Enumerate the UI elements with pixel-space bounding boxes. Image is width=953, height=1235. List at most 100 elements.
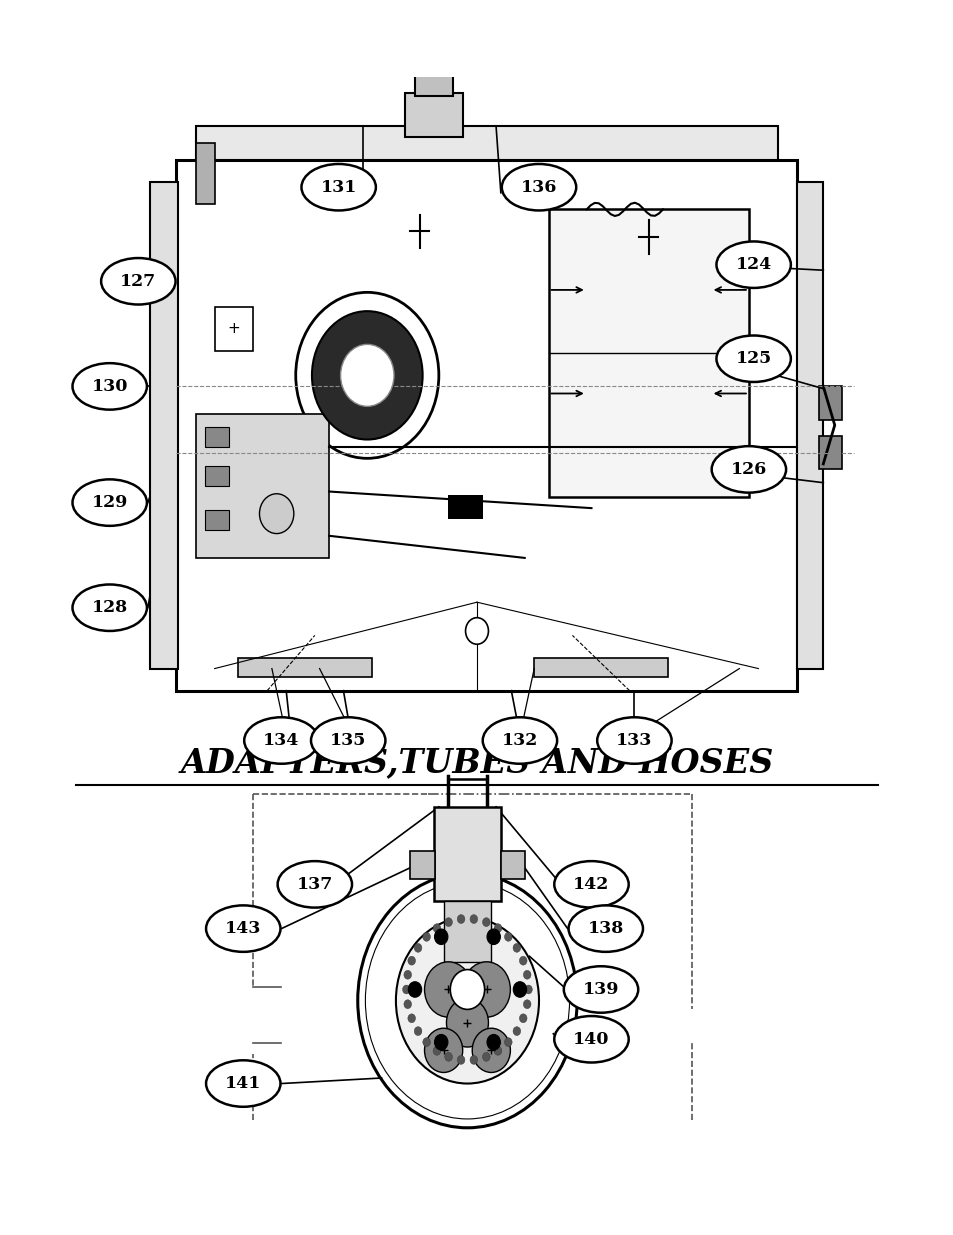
Circle shape	[365, 882, 569, 1119]
Text: 134: 134	[263, 732, 299, 748]
FancyBboxPatch shape	[238, 657, 372, 678]
Circle shape	[523, 1000, 531, 1009]
Circle shape	[408, 982, 421, 997]
Circle shape	[462, 962, 510, 1018]
Circle shape	[403, 1000, 411, 1009]
FancyBboxPatch shape	[214, 306, 253, 351]
Ellipse shape	[206, 1061, 280, 1107]
Circle shape	[482, 1052, 490, 1061]
Ellipse shape	[244, 718, 318, 763]
Circle shape	[424, 1029, 462, 1072]
Circle shape	[408, 1014, 416, 1023]
Text: 124: 124	[735, 256, 771, 273]
Ellipse shape	[206, 905, 280, 952]
Text: VR-36HA — ADAPTERS, STEEL LINES & HOSES: VR-36HA — ADAPTERS, STEEL LINES & HOSES	[248, 32, 820, 53]
FancyBboxPatch shape	[548, 210, 748, 496]
Ellipse shape	[72, 479, 147, 526]
Text: 139: 139	[582, 981, 618, 998]
FancyBboxPatch shape	[176, 159, 796, 690]
FancyBboxPatch shape	[205, 510, 229, 530]
Text: 137: 137	[296, 876, 333, 893]
Circle shape	[434, 1035, 447, 1050]
FancyBboxPatch shape	[818, 436, 841, 469]
Circle shape	[470, 1056, 477, 1065]
FancyBboxPatch shape	[150, 182, 178, 668]
Text: 140: 140	[573, 1031, 609, 1047]
Circle shape	[456, 1056, 464, 1065]
Circle shape	[504, 1037, 512, 1046]
Ellipse shape	[501, 164, 576, 210]
Text: 127: 127	[120, 273, 156, 290]
Circle shape	[402, 986, 410, 994]
Circle shape	[395, 918, 538, 1083]
Circle shape	[433, 1046, 440, 1055]
Text: 132: 132	[501, 732, 537, 748]
Circle shape	[513, 1026, 520, 1035]
Ellipse shape	[568, 905, 642, 952]
Text: 142: 142	[573, 876, 609, 893]
FancyBboxPatch shape	[195, 414, 329, 558]
FancyBboxPatch shape	[500, 851, 524, 879]
FancyBboxPatch shape	[534, 657, 667, 678]
Circle shape	[450, 969, 484, 1009]
Text: 136: 136	[520, 179, 557, 195]
Text: 125: 125	[735, 351, 771, 367]
Circle shape	[494, 1046, 501, 1055]
Circle shape	[494, 924, 501, 932]
Ellipse shape	[554, 1016, 628, 1062]
FancyBboxPatch shape	[410, 851, 435, 879]
Text: 130: 130	[91, 378, 128, 395]
Circle shape	[513, 944, 520, 952]
Text: PAGE 22 — VR-36HA • VIBRATORY ROLLER — PARTS & OPERATION MANUAL — REV. 6 (06/13/: PAGE 22 — VR-36HA • VIBRATORY ROLLER — P…	[179, 1204, 774, 1214]
Circle shape	[357, 873, 577, 1128]
Text: 133: 133	[616, 732, 652, 748]
Circle shape	[456, 915, 464, 924]
Text: 141: 141	[225, 1074, 261, 1092]
Circle shape	[518, 956, 526, 965]
Ellipse shape	[597, 718, 671, 763]
FancyBboxPatch shape	[434, 806, 500, 902]
Circle shape	[414, 944, 421, 952]
Text: 131: 131	[320, 179, 356, 195]
Circle shape	[518, 1014, 526, 1023]
Text: 138: 138	[587, 920, 623, 937]
Circle shape	[340, 345, 394, 406]
Circle shape	[422, 932, 430, 941]
FancyBboxPatch shape	[410, 10, 457, 27]
Circle shape	[435, 929, 448, 945]
FancyBboxPatch shape	[205, 466, 229, 487]
Ellipse shape	[311, 718, 385, 763]
Circle shape	[465, 618, 488, 645]
Text: ADAPTERS,TUBES AND HOSES: ADAPTERS,TUBES AND HOSES	[180, 746, 773, 779]
Circle shape	[422, 1037, 430, 1046]
Text: 128: 128	[91, 599, 128, 616]
Circle shape	[444, 918, 452, 926]
Circle shape	[312, 311, 422, 440]
Circle shape	[513, 982, 526, 997]
Ellipse shape	[277, 861, 352, 908]
FancyBboxPatch shape	[796, 182, 822, 668]
Circle shape	[259, 494, 294, 534]
Circle shape	[433, 924, 440, 932]
Circle shape	[486, 929, 499, 945]
FancyBboxPatch shape	[195, 143, 214, 204]
Text: 129: 129	[91, 494, 128, 511]
Circle shape	[414, 1026, 421, 1035]
FancyBboxPatch shape	[205, 427, 229, 447]
Ellipse shape	[101, 258, 175, 305]
Circle shape	[403, 971, 411, 979]
Circle shape	[444, 1052, 452, 1061]
Circle shape	[523, 971, 531, 979]
Circle shape	[470, 915, 477, 924]
Ellipse shape	[72, 584, 147, 631]
Circle shape	[472, 1029, 510, 1072]
Text: 135: 135	[330, 732, 366, 748]
Text: 143: 143	[225, 920, 261, 937]
Circle shape	[424, 962, 472, 1018]
Circle shape	[504, 932, 512, 941]
Ellipse shape	[72, 363, 147, 410]
Ellipse shape	[716, 336, 790, 382]
Circle shape	[408, 956, 416, 965]
FancyBboxPatch shape	[448, 495, 482, 519]
Ellipse shape	[554, 861, 628, 908]
